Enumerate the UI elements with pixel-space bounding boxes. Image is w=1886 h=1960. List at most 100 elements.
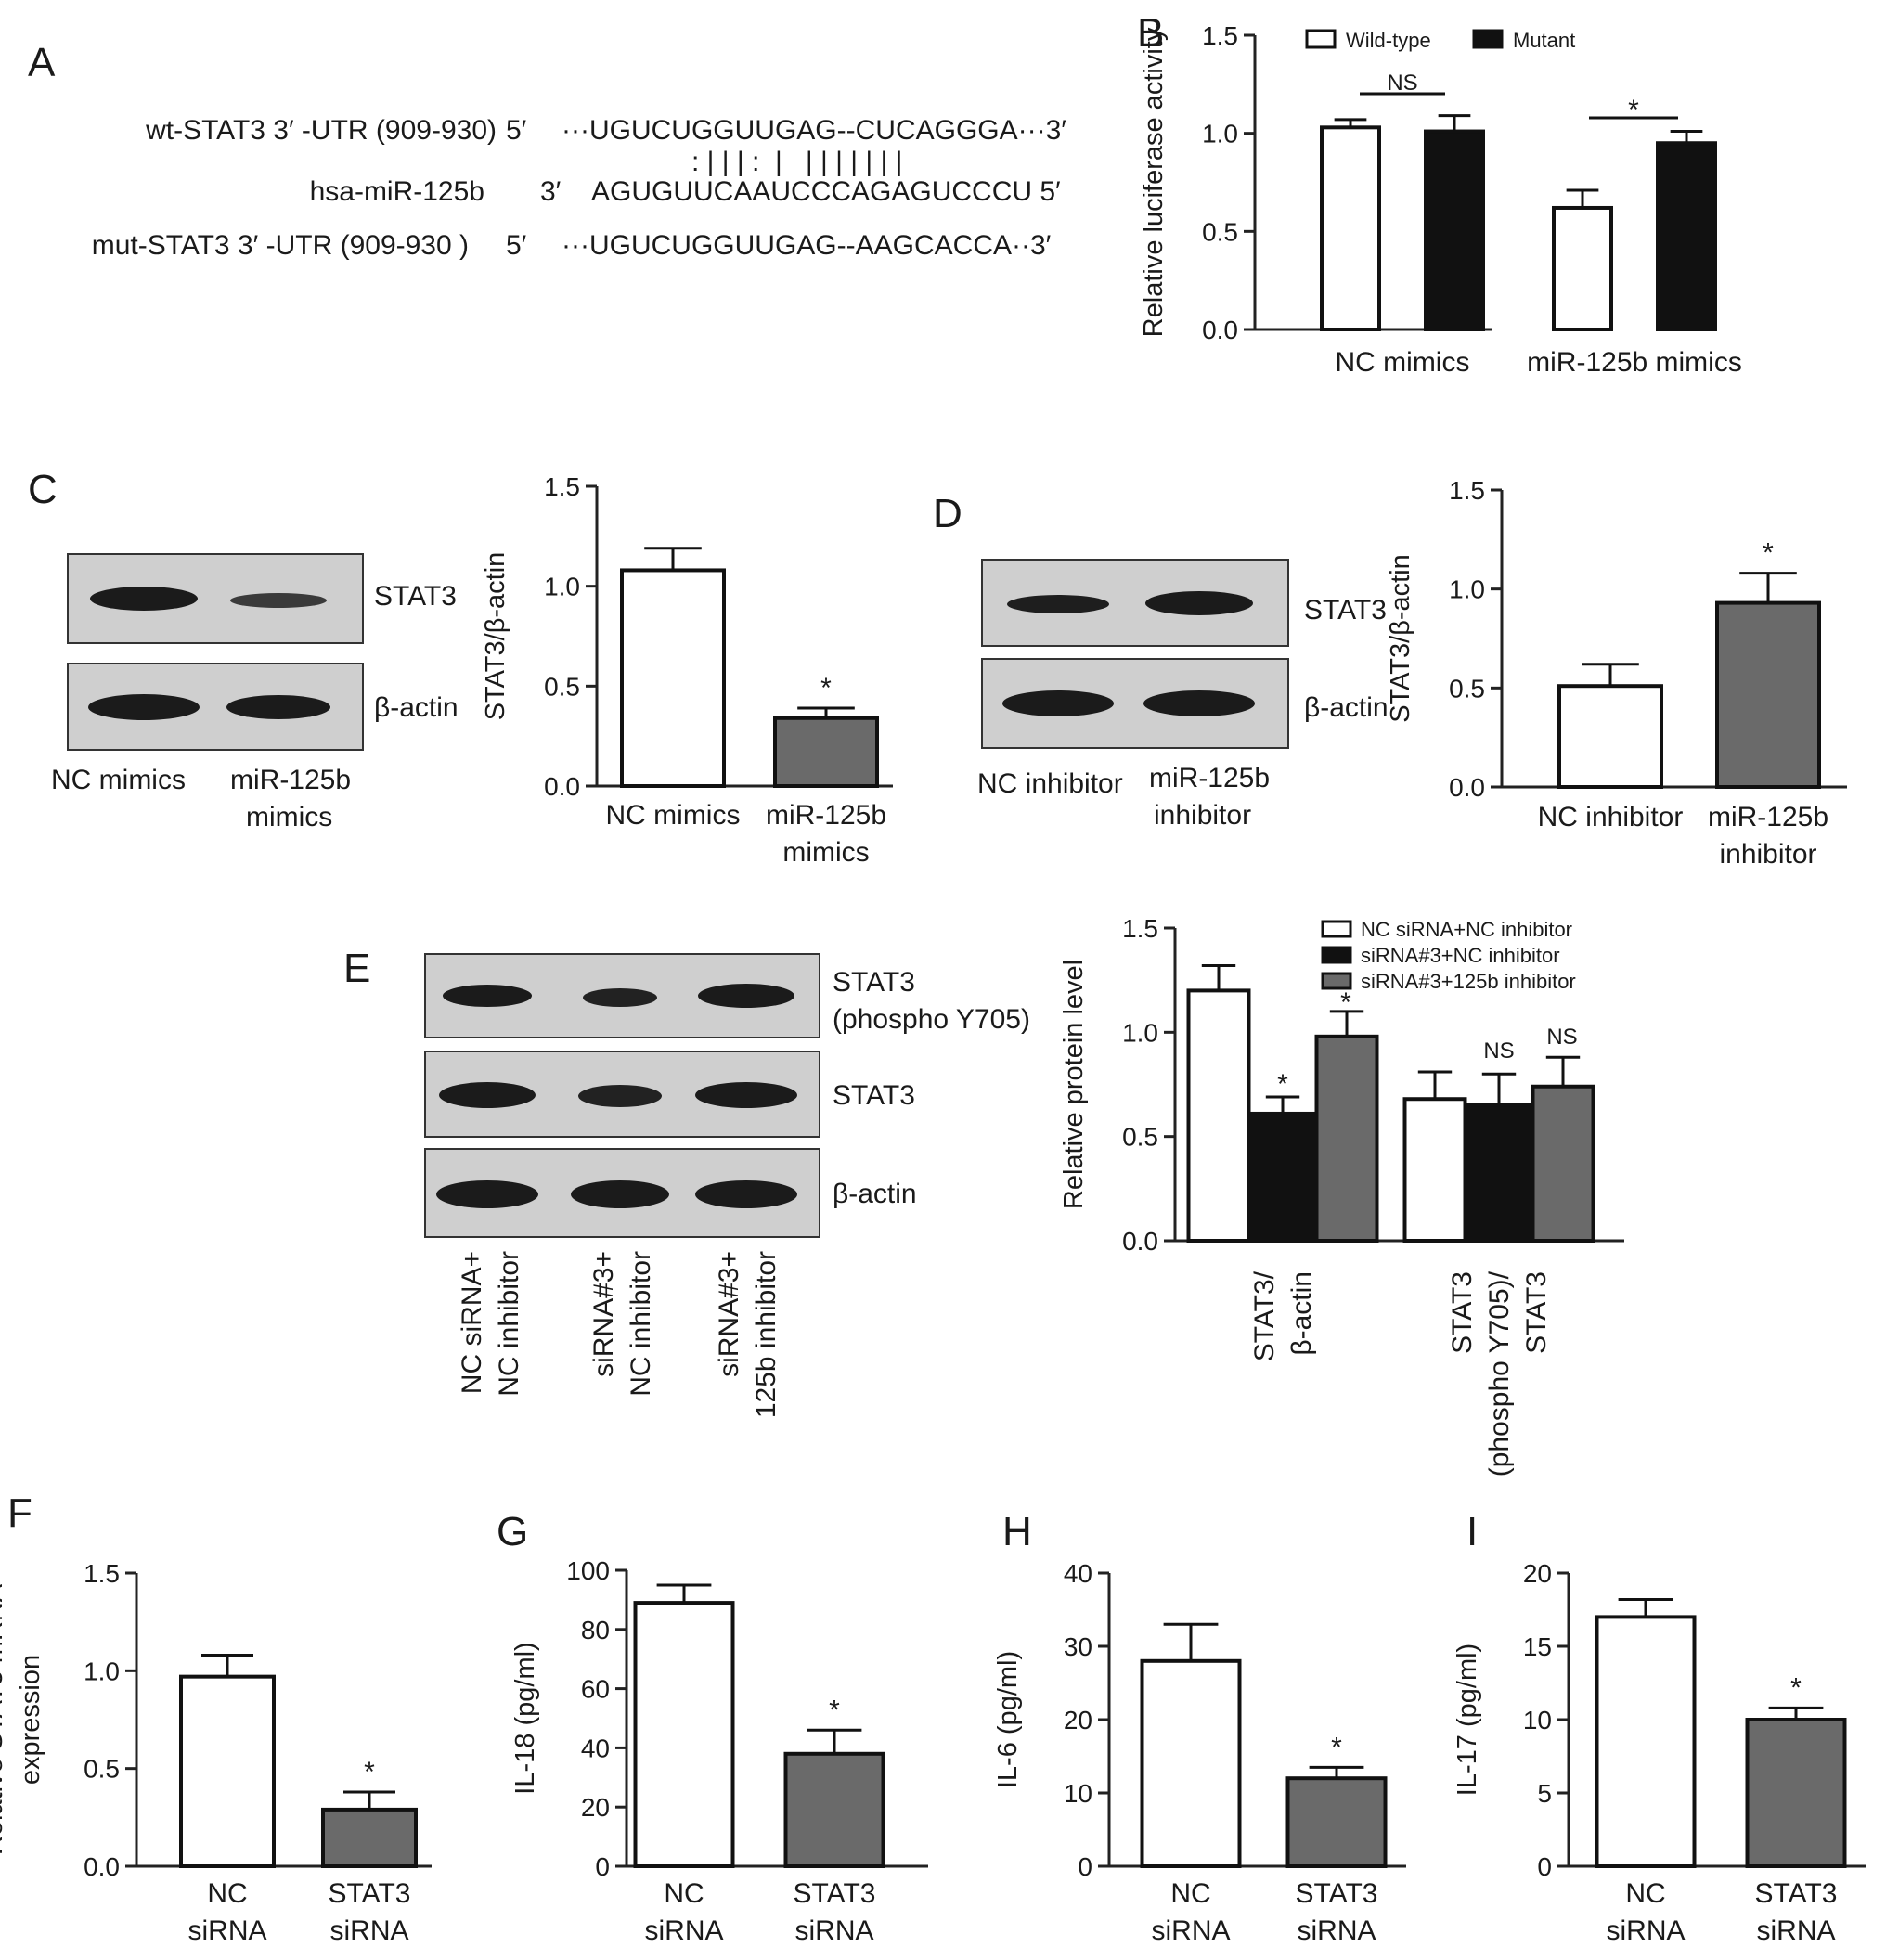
blot-e-actin-band-2 xyxy=(571,1180,669,1208)
b-ns-label: NS xyxy=(1387,71,1417,96)
blot-e-stat3-band-1 xyxy=(439,1082,536,1108)
h-star: * xyxy=(1331,1732,1342,1762)
blot-e-lane3-label: siRNA#3+ xyxy=(714,1251,744,1377)
blot-e-phospho-band-2 xyxy=(583,988,657,1007)
d-ytick-label: 1.5 xyxy=(1449,476,1485,505)
d-bar xyxy=(1715,600,1821,789)
mut-utr-sequence: ···UGUCUGGUUGAG--AAGCACCA··3′ xyxy=(562,230,1052,261)
f-category-label: siRNA xyxy=(329,1915,408,1946)
blot-c-lane2-label-2: mimics xyxy=(246,802,332,832)
g-bar xyxy=(783,1751,885,1869)
g-category-label: siRNA xyxy=(794,1915,873,1946)
e-ytick-label: 0.0 xyxy=(1122,1227,1158,1256)
f-star: * xyxy=(364,1757,375,1787)
blot-c-lane2-label: miR-125b xyxy=(230,765,351,795)
blot-e-phospho-label: STAT3 xyxy=(833,967,915,998)
h-category-label: siRNA xyxy=(1151,1915,1230,1946)
blot-e-phospho-label-2: (phospho Y705) xyxy=(833,1004,1030,1035)
blot-e-actin-label: β-actin xyxy=(833,1179,917,1209)
f-bar xyxy=(179,1674,276,1868)
g-ytick-label: 20 xyxy=(581,1793,610,1822)
panel-h-letter: H xyxy=(1002,1509,1032,1554)
blot-d-lane1-label: NC inhibitor xyxy=(977,768,1123,799)
b-bar xyxy=(1552,205,1613,331)
g-star: * xyxy=(829,1695,840,1725)
d-y-label: STAT3/β-actin xyxy=(1386,554,1415,723)
legend-b-wildtype-swatch xyxy=(1305,29,1337,49)
legend-e-swatch-2 xyxy=(1321,946,1352,964)
g-y-label: IL-18 (pg/ml) xyxy=(510,1642,540,1794)
blot-c-stat3-band-1 xyxy=(90,587,198,611)
g-ytick-label: 40 xyxy=(581,1734,610,1762)
blot-d-stat3-band-1 xyxy=(1007,595,1109,613)
f-category-label: NC xyxy=(207,1878,247,1909)
blot-d-actin-label: β-actin xyxy=(1304,692,1389,723)
blot-d-stat3-band-2 xyxy=(1145,591,1253,615)
d-ytick-label: 1.0 xyxy=(1449,575,1485,604)
chart-c: 0.0 0.5 1.0 1.5 STAT3/β-actin NC mimics * miR-1… xyxy=(481,472,893,868)
panel-a-letter: A xyxy=(28,40,56,85)
d-bar xyxy=(1557,684,1663,790)
i-y-label: IL-17 (pg/ml) xyxy=(1453,1644,1482,1796)
blot-e-lane2-label: siRNA#3+ xyxy=(588,1251,619,1377)
i-ytick-label: 15 xyxy=(1523,1632,1552,1661)
e-category-label: β-actin xyxy=(1286,1271,1317,1356)
i-category-label: STAT3 xyxy=(1755,1878,1838,1909)
legend-e-label-3: siRNA#3+125b inhibitor xyxy=(1361,970,1576,993)
e-ytick-label: 0.5 xyxy=(1122,1123,1158,1152)
i-star: * xyxy=(1790,1672,1802,1703)
i-bar xyxy=(1745,1718,1847,1868)
h-bar xyxy=(1285,1776,1388,1868)
blot-c xyxy=(67,553,364,751)
i-category-label: siRNA xyxy=(1756,1915,1835,1946)
blot-c-lane1-label: NC mimics xyxy=(51,765,186,795)
mut-utr-5prime: 5′ xyxy=(506,230,527,261)
legend-b-mutant-label: Mutant xyxy=(1513,29,1575,52)
h-y-label: IL-6 (pg/ml) xyxy=(993,1651,1023,1788)
c-category-label: NC mimics xyxy=(606,800,741,831)
blot-c-stat3-label: STAT3 xyxy=(374,581,457,612)
blot-d xyxy=(981,559,1289,749)
blot-e-lane1-label-2: NC inhibitor xyxy=(494,1251,524,1397)
f-y-label: expression xyxy=(16,1655,45,1785)
b-bar xyxy=(1424,129,1485,331)
blot-e-lane3-label-2: 125b inhibitor xyxy=(751,1251,782,1418)
e-bar xyxy=(1314,1034,1379,1243)
h-category-label: NC xyxy=(1170,1878,1210,1909)
chart-d: 0.0 0.5 1.0 1.5 STAT3/β-actin NC inhibitor * mi… xyxy=(1386,476,1847,870)
h-category-label: siRNA xyxy=(1297,1915,1376,1946)
d-category-label: miR-125b xyxy=(1708,802,1828,832)
legend-e-swatch-1 xyxy=(1321,920,1352,938)
blot-d-stat3-label: STAT3 xyxy=(1304,595,1387,625)
mut-utr-label: mut-STAT3 3′ -UTR (909-930 ) xyxy=(92,230,469,261)
b-star: * xyxy=(1628,95,1639,125)
b-category-label: miR-125b mimics xyxy=(1527,347,1742,378)
f-ytick-label: 0.0 xyxy=(84,1852,120,1881)
panel-b-letter: B xyxy=(1137,10,1164,56)
g-ytick-label: 80 xyxy=(581,1616,610,1644)
h-category-label: STAT3 xyxy=(1296,1878,1378,1909)
panel-f-letter: F xyxy=(7,1490,32,1536)
chart-b: 0.0 0.5 1.0 1.5 Relative luciferase activity… xyxy=(1139,21,1742,378)
blot-e-stat3-band-2 xyxy=(578,1085,662,1107)
blot-e-actin-band-3 xyxy=(695,1180,797,1208)
panel-d-letter: D xyxy=(933,491,962,536)
wt-utr-5prime: 5′ xyxy=(506,115,527,146)
blot-d-actin-band-2 xyxy=(1143,690,1255,716)
g-category-label: siRNA xyxy=(644,1915,723,1946)
h-ytick-label: 0 xyxy=(1078,1852,1092,1881)
chart-i: 0 5 10 15 20 IL-17 (pg/ml) NC siRNA * STAT3 siRNA xyxy=(1453,1559,1866,1946)
e-bar xyxy=(1250,1111,1315,1244)
c-ytick-label: 1.0 xyxy=(544,573,580,601)
c-bar xyxy=(620,568,726,788)
i-ytick-label: 20 xyxy=(1523,1559,1552,1588)
e-star-1: * xyxy=(1277,1069,1288,1100)
blot-c-stat3-band-2 xyxy=(230,593,327,608)
c-y-label: STAT3/β-actin xyxy=(481,552,510,721)
c-ytick-label: 0.0 xyxy=(544,772,580,801)
blot-e-stat3-label: STAT3 xyxy=(833,1080,915,1111)
d-ytick-label: 0.0 xyxy=(1449,773,1485,802)
legend-e-swatch-3 xyxy=(1321,972,1352,990)
b-ytick-label: 1.5 xyxy=(1202,21,1238,50)
